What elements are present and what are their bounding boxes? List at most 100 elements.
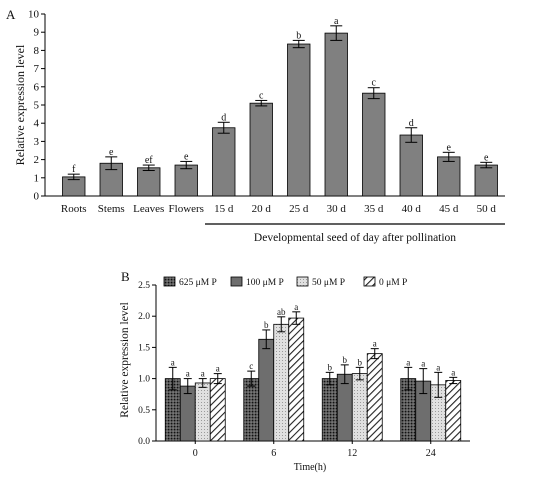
panel-a-y-tick-label: 7 [34, 63, 40, 75]
panel-b-y-tick-label: 0.5 [138, 406, 150, 416]
panel-a-y-tick-label: 10 [28, 9, 40, 21]
panel-a-xticks: Roots Stems Leaves Flowers 15 d 20 d 25 d 30 d 3… [61, 203, 496, 215]
legend-swatch [230, 276, 243, 287]
panel-b-significance-letter: ab [277, 307, 286, 317]
legend-label: 0 μM P [379, 278, 407, 288]
panel-a-bar [324, 32, 348, 197]
panel-a-bar [287, 43, 311, 197]
panel-a-x-tick-label: Roots [61, 203, 87, 215]
panel-b-bar [243, 378, 260, 442]
panel-a-bars [62, 32, 498, 197]
panel-a-bar [249, 102, 273, 197]
panel-b-x-tick-label: 0 [193, 448, 198, 459]
panel-b-bar [273, 323, 290, 442]
legend-swatch [363, 276, 376, 287]
panel-a-x-tick-label: 30 d [327, 203, 347, 215]
panel-a-significance-letter: f [72, 164, 76, 175]
panel-b-errorbars [168, 311, 458, 398]
panel-a-significance-letter: ef [145, 155, 153, 166]
panel-a-errorbars [67, 25, 493, 181]
panel-a-x-tick-label: Stems [98, 203, 125, 215]
panel-b-significance-letter: b [358, 357, 363, 367]
panel-a-significance-letter: c [372, 78, 377, 89]
panel-b: B Relative expression level 0.0 0.5 1.0 1.5… [119, 269, 470, 473]
panel-b-bar [321, 378, 338, 442]
panel-a-x-tick-label: 45 d [439, 203, 459, 215]
panel-a-y-tick-label: 9 [34, 27, 40, 39]
panel-b-y-tick-label: 2.0 [138, 312, 150, 322]
panel-b-significance-letter: a [406, 357, 410, 367]
panel-a-y-tick-label: 4 [34, 118, 40, 130]
panel-a-y-tick-label: 3 [34, 136, 40, 148]
panel-a: A Relative expression level 0 1 2 3 4 5 6 7 8 9 10… [6, 7, 505, 244]
panel-a-significance-letter: d [409, 118, 414, 129]
panel-a-significance-letter: e [109, 147, 114, 158]
legend-swatch [163, 276, 176, 287]
panel-a-significance-letter: c [259, 90, 264, 101]
panel-a-x-tick-label: 40 d [402, 203, 422, 215]
panel-b-significance-letter: a [171, 357, 175, 367]
panel-a-x-tick-label: 25 d [289, 203, 309, 215]
panel-b-y-tick-label: 2.5 [138, 281, 150, 291]
panel-b-bar [445, 380, 462, 442]
panel-b-x-tick-label: 12 [347, 448, 357, 459]
panel-b-significance-letter: a [421, 359, 425, 369]
panel-a-x-tick-label: 35 d [364, 203, 384, 215]
panel-a-x-tick-label: Leaves [133, 203, 164, 215]
panel-a-y-tick-label: 8 [34, 45, 40, 57]
panel-b-bar [366, 353, 383, 442]
panel-b-significance-letter: a [201, 369, 205, 379]
panel-b-bar [336, 373, 353, 442]
panel-a-x-tick-label: 50 d [477, 203, 497, 215]
panel-b-legend: 625 μM P 100 μM P 50 μM P 0 μM P [163, 276, 407, 288]
panel-b-significance-letter: a [436, 362, 440, 372]
panel-b-significance-letter: a [373, 339, 377, 349]
panel-b-xticks: 0 6 12 24 [193, 441, 436, 459]
panel-b-yaxis: 0.0 0.5 1.0 1.5 2.0 2.5 [138, 281, 470, 447]
panel-a-bar [437, 156, 461, 197]
panel-a-bar [174, 164, 198, 197]
panel-b-bar [179, 385, 196, 442]
panel-a-significance-letter: b [296, 30, 301, 41]
panel-a-label: A [6, 7, 16, 22]
legend-label: 50 μM P [312, 278, 345, 288]
panel-a-bar [212, 127, 236, 197]
panel-a-significance-letter: a [334, 16, 339, 27]
panel-b-bar [258, 338, 275, 442]
panel-b-bars [164, 317, 462, 442]
panel-a-significance-letter: e [447, 142, 452, 153]
panel-a-x-tick-label: Flowers [169, 203, 204, 215]
panel-a-bar [362, 92, 386, 197]
panel-b-significance-letter: b [343, 355, 348, 365]
panel-a-significance-letter: d [221, 112, 226, 123]
panel-a-y-tick-label: 5 [34, 100, 40, 112]
panel-b-label: B [121, 269, 130, 284]
panel-b-ylabel: Relative expression level [119, 302, 131, 418]
panel-b-significance-letter: c [249, 361, 253, 371]
panel-a-ylabel: Relative expression level [13, 44, 27, 165]
panel-b-bar [194, 382, 211, 442]
panel-b-significance-letter: b [264, 320, 269, 330]
group-annotation-text: Developmental seed of day after pollinat… [254, 232, 456, 244]
panel-a-bar [474, 164, 498, 197]
panel-b-bar [351, 373, 368, 442]
legend-label: 625 μM P [179, 278, 217, 288]
panel-b-y-tick-label: 1.0 [138, 375, 150, 385]
panel-a-y-tick-label: 6 [34, 81, 40, 93]
panel-a-significance-letter: e [484, 152, 489, 163]
panel-a-y-tick-label: 0 [34, 191, 40, 203]
panel-a-bar [399, 134, 423, 197]
panel-b-x-tick-label: 6 [271, 448, 276, 459]
panel-b-significance-letter: a [294, 302, 298, 312]
panel-b-xlabel: Time(h) [294, 462, 326, 473]
panel-b-bar [209, 378, 226, 442]
panel-b-significance-letter: a [451, 367, 455, 377]
panel-a-x-tick-label: 15 d [214, 203, 234, 215]
panel-b-bar [288, 317, 305, 442]
panel-b-significance-letter: a [216, 364, 220, 374]
legend-swatch [296, 276, 309, 287]
panel-b-significance-letter: a [186, 369, 190, 379]
panel-b-significance-letter: b [328, 362, 333, 372]
